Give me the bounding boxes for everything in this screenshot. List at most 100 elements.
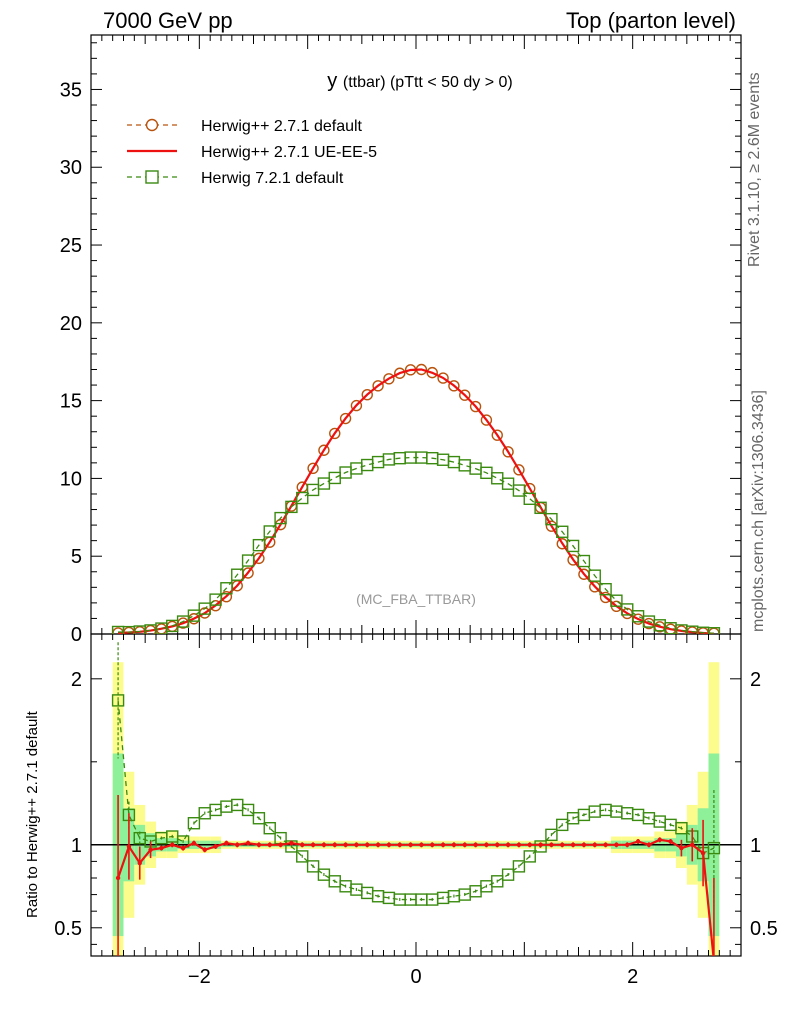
ratio-point-h7 bbox=[317, 868, 331, 881]
main-point-h7 bbox=[621, 603, 634, 616]
main-point-h7 bbox=[263, 525, 276, 538]
x-tick-label: 0 bbox=[410, 966, 421, 988]
ratio-point-ue bbox=[505, 842, 511, 847]
ratio-point-h7 bbox=[241, 803, 255, 817]
ratio-point-h7 bbox=[306, 860, 320, 873]
main-y-tick-label: 0 bbox=[71, 624, 82, 646]
main-point-default bbox=[480, 414, 493, 426]
main-point-default bbox=[513, 464, 525, 476]
main-point-default bbox=[350, 399, 363, 412]
ratio-y-tick-label: 2 bbox=[71, 669, 82, 691]
ratio-point-ue bbox=[224, 840, 229, 846]
analysis-watermark: (MC_FBA_TTBAR) bbox=[356, 591, 476, 607]
main-point-h7 bbox=[361, 458, 374, 472]
ratio-point-h7 bbox=[187, 817, 201, 830]
x-tick-label: −2 bbox=[188, 966, 211, 988]
ratio-point-ue bbox=[419, 842, 424, 847]
ratio-point-ue bbox=[700, 850, 706, 856]
ratio-y-tick-label: 1 bbox=[71, 835, 82, 857]
ratio-point-h7 bbox=[501, 868, 515, 881]
main-point-h7 bbox=[274, 511, 287, 525]
ratio-point-h7 bbox=[556, 818, 569, 832]
main-point-h7 bbox=[610, 594, 623, 607]
legend-marker-h7 bbox=[145, 170, 159, 184]
main-point-default bbox=[491, 429, 503, 441]
ratio-series bbox=[111, 642, 721, 956]
main-point-h7 bbox=[534, 501, 547, 515]
ratio-point-ue bbox=[289, 840, 294, 846]
ratio-point-ue bbox=[603, 842, 608, 847]
ratio-point-ue bbox=[267, 842, 272, 847]
legend-marker-default bbox=[145, 118, 159, 132]
ratio-point-ue bbox=[495, 842, 500, 847]
ratio-point-ue bbox=[375, 842, 381, 847]
main-line-ue bbox=[118, 368, 715, 634]
ratio-point-h7 bbox=[263, 821, 276, 835]
main-point-default bbox=[361, 389, 373, 401]
main-point-h7 bbox=[566, 539, 580, 553]
ratio-point-h7 bbox=[512, 860, 526, 873]
ratio-point-h7 bbox=[111, 694, 125, 707]
main-point-default bbox=[339, 412, 352, 425]
ratio-point-ue bbox=[397, 842, 402, 847]
main-point-h7 bbox=[306, 483, 320, 497]
ratio-point-ue bbox=[560, 842, 565, 847]
main-point-default bbox=[383, 373, 395, 385]
main-plot-frame bbox=[90, 34, 742, 635]
ratio-point-h7 bbox=[523, 850, 536, 863]
main-point-h7 bbox=[599, 582, 612, 596]
ratio-point-ue bbox=[148, 847, 153, 852]
ratio-point-h7 bbox=[707, 841, 721, 855]
main-point-h7 bbox=[220, 582, 233, 595]
ratio-y-tick-label: 0.5 bbox=[750, 918, 778, 940]
main-point-default bbox=[307, 462, 319, 475]
ratio-point-h7 bbox=[675, 821, 688, 835]
main-y-tick-label: 30 bbox=[60, 157, 82, 179]
main-y-tick-label: 15 bbox=[60, 391, 82, 413]
ratio-point-ue bbox=[679, 845, 684, 851]
header-right-label: Top (parton level) bbox=[566, 8, 736, 33]
main-point-h7 bbox=[501, 477, 515, 490]
main-point-default bbox=[426, 366, 438, 379]
main-point-default bbox=[318, 444, 330, 456]
ratio-line-h7 bbox=[117, 700, 715, 901]
ratio-point-ue bbox=[310, 842, 316, 847]
main-y-tick-label: 35 bbox=[60, 79, 82, 101]
legend: Herwig++ 2.7.1 default Herwig++ 2.7.1 UE-… bbox=[127, 118, 377, 187]
main-point-h7 bbox=[285, 500, 298, 514]
ratio-point-ue bbox=[408, 842, 413, 847]
plot-title: y (ttbar) (pTtt < 50 dy > 0) bbox=[327, 70, 512, 92]
ratio-point-ue bbox=[137, 860, 142, 866]
main-point-h7 bbox=[545, 512, 558, 526]
ratio-point-ue bbox=[202, 847, 207, 852]
main-point-h7 bbox=[231, 568, 244, 581]
ratio-point-ue bbox=[159, 845, 164, 851]
main-series bbox=[111, 363, 721, 634]
ratio-point-ue bbox=[332, 842, 337, 847]
ratio-point-ue bbox=[668, 839, 673, 844]
ratio-point-ue bbox=[451, 842, 457, 847]
ratio-point-ue bbox=[300, 842, 305, 847]
ratio-point-ue bbox=[690, 842, 695, 847]
ratio-point-ue bbox=[170, 842, 175, 847]
main-point-default bbox=[459, 389, 471, 401]
main-point-h7 bbox=[209, 593, 222, 606]
ratio-point-ue bbox=[570, 842, 576, 847]
ratio-point-ue bbox=[516, 842, 522, 847]
legend-label-default: Herwig++ 2.7.1 default bbox=[201, 118, 363, 135]
ratio-y-tick-label: 1 bbox=[750, 835, 761, 857]
main-point-default bbox=[502, 446, 514, 458]
main-point-h7 bbox=[577, 554, 591, 568]
ratio-point-ue bbox=[365, 842, 370, 847]
ratio-point-ue bbox=[549, 842, 554, 847]
ratio-point-h7 bbox=[252, 812, 266, 825]
ratio-point-ue bbox=[473, 842, 478, 847]
ratio-y-tick-label: 0.5 bbox=[54, 918, 82, 940]
legend-label-h7: Herwig 7.2.1 default bbox=[201, 170, 344, 187]
ratio-point-ue bbox=[191, 840, 197, 846]
ratio-point-ue bbox=[430, 842, 435, 847]
main-point-h7 bbox=[252, 538, 266, 552]
main-point-h7 bbox=[491, 472, 504, 485]
ratio-point-ue bbox=[625, 842, 630, 847]
ratio-point-ue bbox=[484, 842, 489, 847]
